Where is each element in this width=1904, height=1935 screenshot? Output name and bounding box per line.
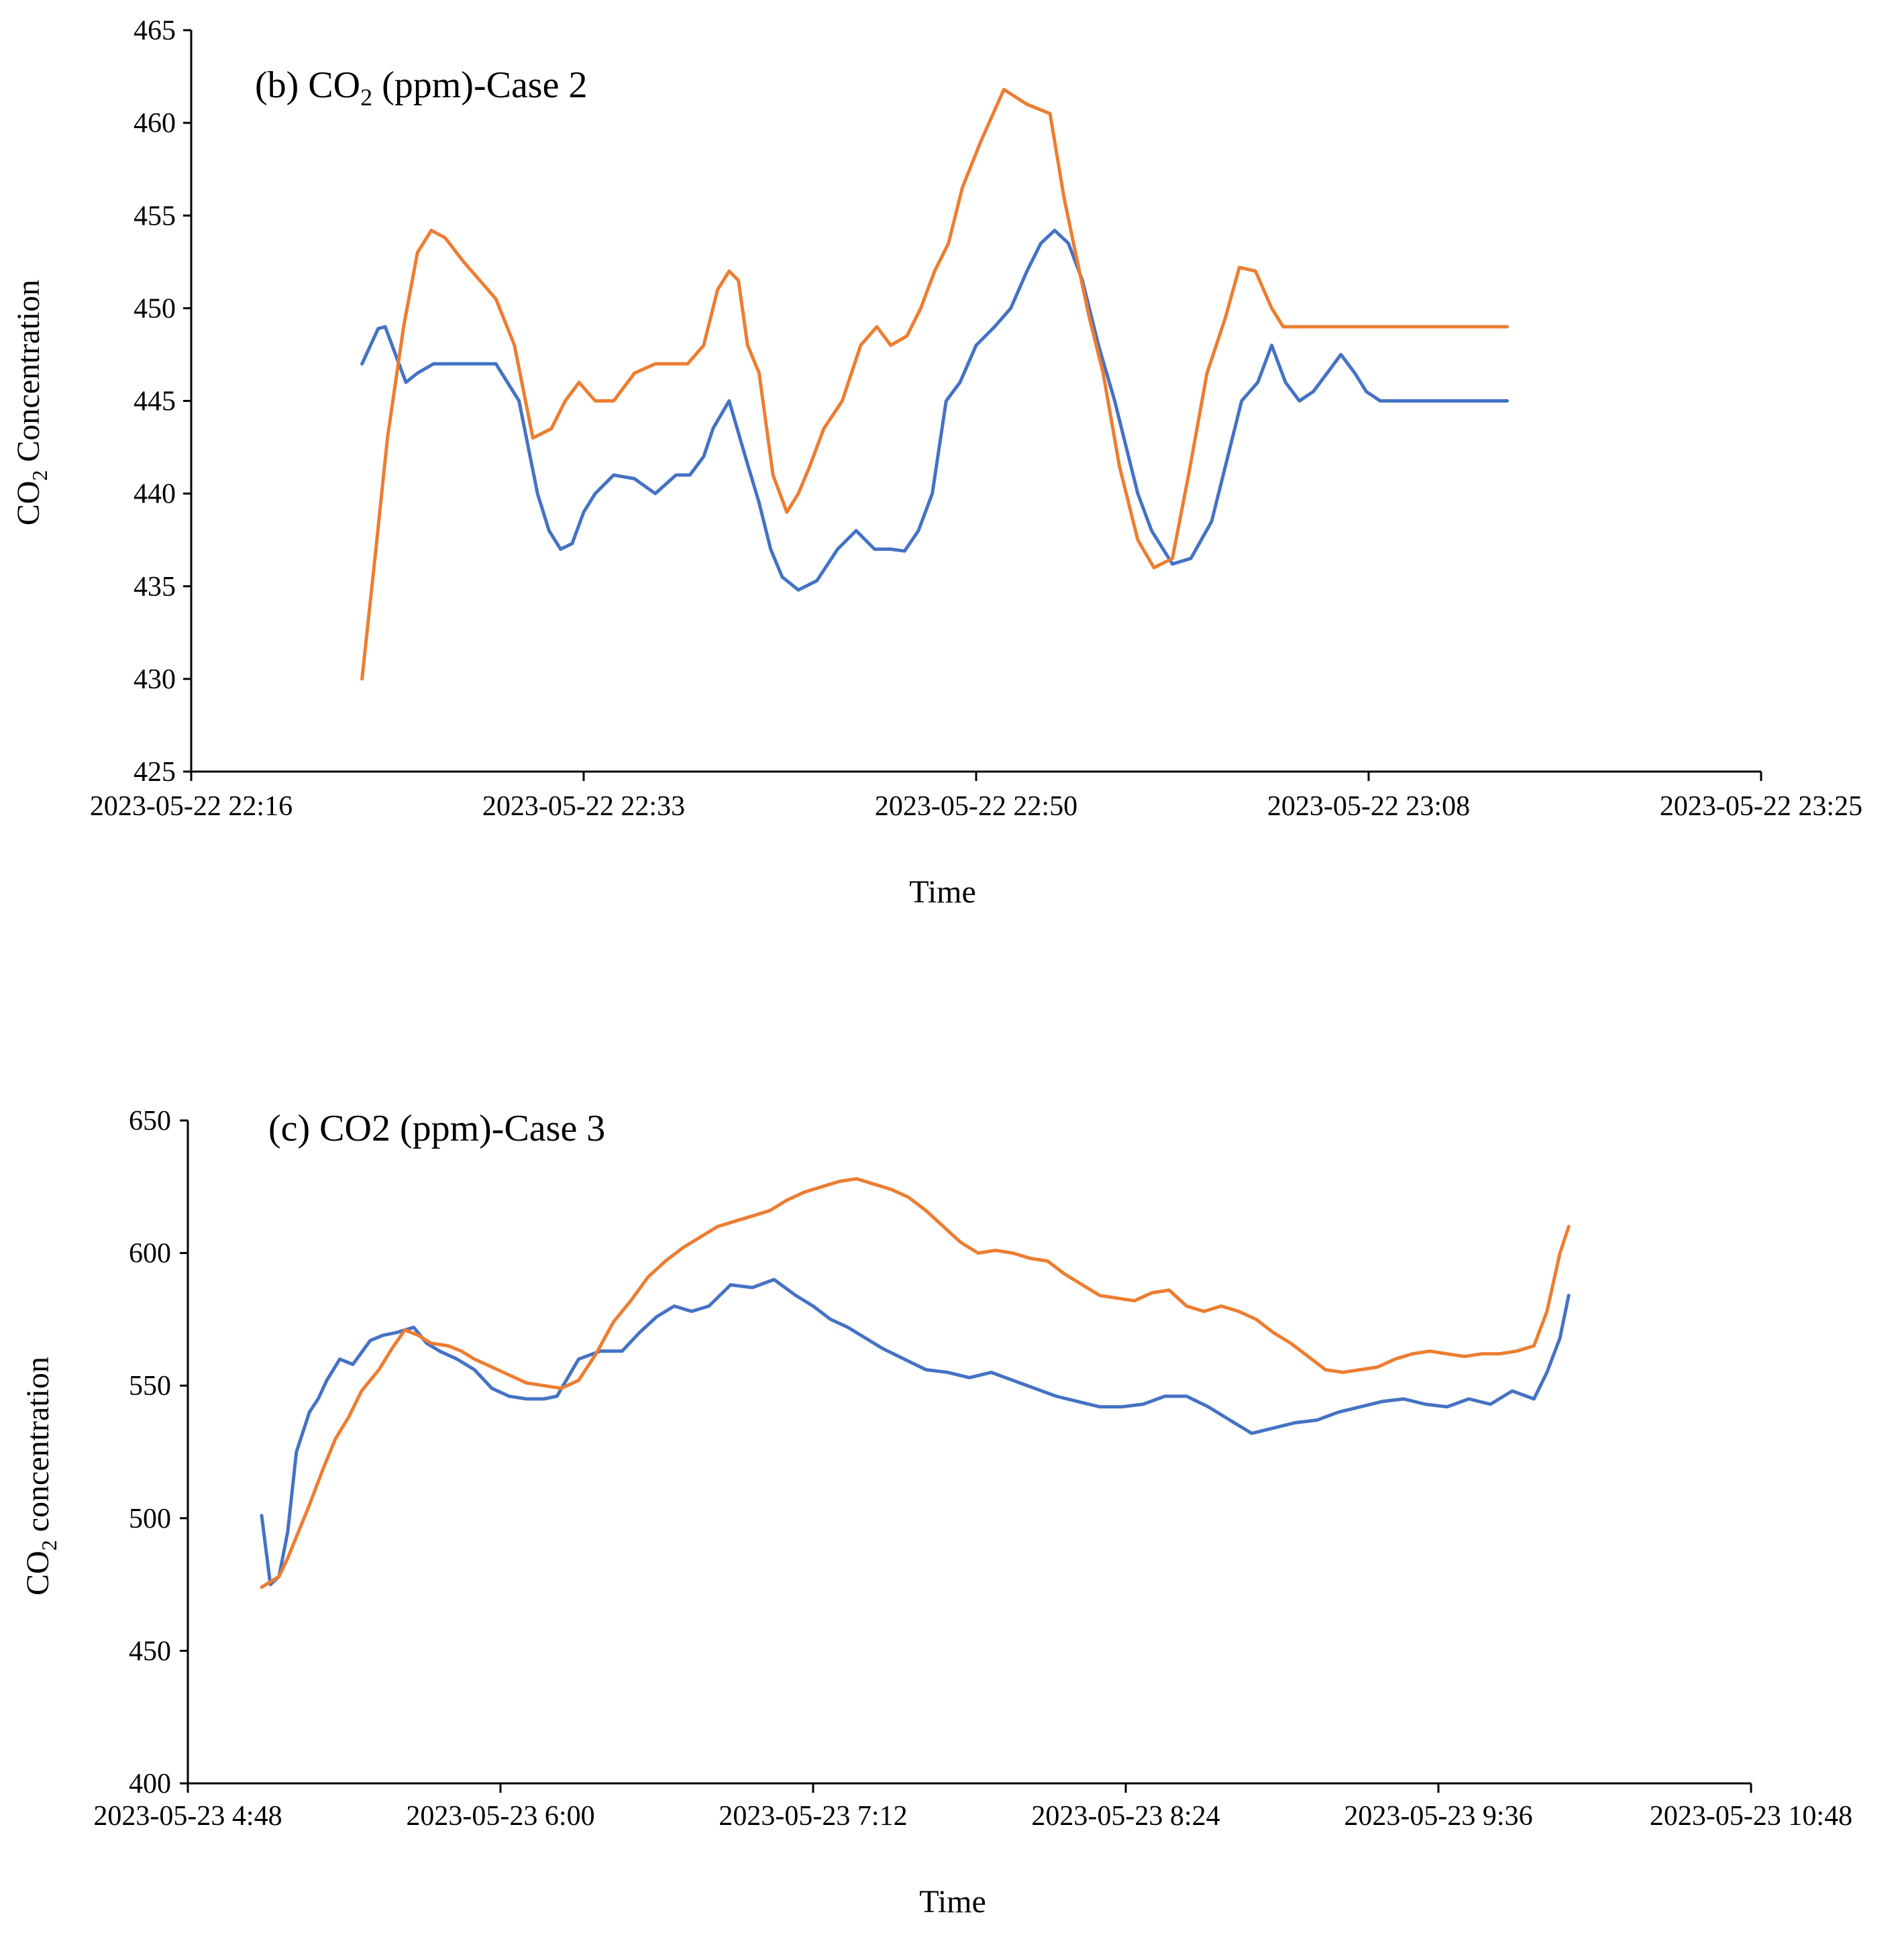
chart-b-y-axis-title: CO2 Concentration <box>11 280 52 526</box>
chart-c-x-tick-label: 2023-05-23 6:00 <box>406 1801 594 1832</box>
chart-c-x-tick-label: 2023-05-23 4:48 <box>93 1801 282 1832</box>
chart-b-x-axis-title: Time <box>909 874 976 910</box>
chart-c-x-tick-label: 2023-05-23 7:12 <box>719 1801 907 1832</box>
chart-case-3: (c) CO2 (ppm)-Case 3 400 450 500 550 600 650 2… <box>20 1106 1852 1920</box>
chart-b-series-line-2 <box>360 87 1509 681</box>
chart-b-x-tick-label: 2023-05-22 23:25 <box>1660 791 1862 822</box>
chart-b-y-tick-label: 430 <box>134 664 176 695</box>
chart-case-2: (b) CO2 (ppm)-Case 2 4254304354404454504… <box>11 15 1862 910</box>
chart-c-y-tick-label: 600 <box>129 1239 171 1269</box>
chart-b-y-tick-label: 460 <box>134 108 176 139</box>
chart-b-x-tick-label: 2023-05-22 22:50 <box>875 791 1077 822</box>
chart-b-x-tick-label: 2023-05-22 23:08 <box>1267 791 1470 822</box>
chart-b-x-tick-label: 2023-05-22 22:33 <box>482 791 685 822</box>
chart-c-axes: 400 450 500 550 600 650 2023-05-23 4:48 2023-05… <box>93 1106 1852 1832</box>
chart-b-y-tick-label: 435 <box>134 572 176 603</box>
chart-b-y-tick-label: 465 <box>134 15 176 46</box>
chart-c-y-tick-label: 500 <box>129 1504 171 1534</box>
chart-c-series-line-2 <box>260 1177 1571 1589</box>
chart-b-axes: 425 430 435 440 445 450 455 460 465 2023-05-22 22… <box>90 15 1862 822</box>
chart-b-y-tick-label: 455 <box>134 201 176 231</box>
chart-c-x-axis-title: Time <box>919 1884 986 1920</box>
chart-c-title: (c) CO2 (ppm)-Case 3 <box>268 1108 605 1149</box>
chart-c-y-tick-label: 450 <box>129 1636 171 1667</box>
chart-c-y-axis-title: CO2 concentration <box>20 1357 61 1596</box>
chart-b-y-tick-label: 450 <box>134 293 176 324</box>
chart-b-x-tick-label: 2023-05-22 22:16 <box>90 791 293 822</box>
chart-c-y-tick-label: 400 <box>129 1769 171 1799</box>
chart-c-x-tick-label: 2023-05-23 9:36 <box>1344 1801 1532 1832</box>
chart-b-series <box>360 87 1509 681</box>
chart-c-y-tick-label: 550 <box>129 1371 171 1402</box>
chart-c-y-tick-label: 650 <box>129 1106 171 1137</box>
chart-b-y-tick-label: 425 <box>134 757 176 788</box>
chart-b-y-tick-label: 440 <box>134 479 176 510</box>
chart-b-series-line-1 <box>360 228 1509 592</box>
chart-c-x-tick-label: 2023-05-23 8:24 <box>1031 1801 1220 1832</box>
chart-c-series-line-1 <box>260 1277 1571 1587</box>
chart-c-series <box>260 1177 1571 1589</box>
chart-b-y-tick-label: 445 <box>134 386 176 417</box>
chart-c-x-tick-label: 2023-05-23 10:48 <box>1650 1801 1852 1832</box>
chart-b-title: (b) CO2 (ppm)-Case 2 <box>255 64 587 111</box>
